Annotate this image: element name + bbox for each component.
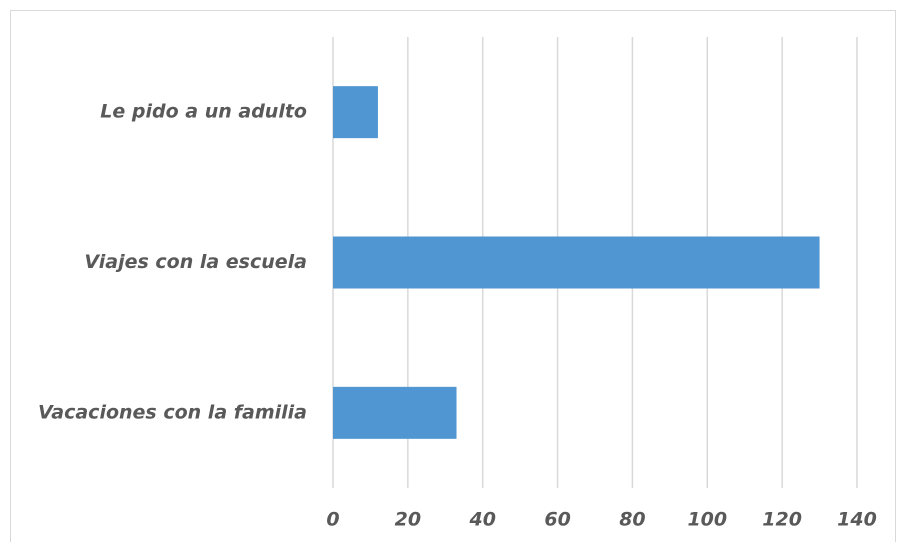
bar bbox=[333, 86, 378, 139]
x-tick-label: 60 bbox=[544, 509, 570, 531]
x-tick-label: 0 bbox=[326, 509, 339, 531]
x-tick-label: 120 bbox=[762, 509, 802, 531]
x-tick-label: 100 bbox=[687, 509, 727, 531]
y-tick-label: Le pido a un adulto bbox=[100, 101, 307, 123]
y-tick-label: Viajes con la escuela bbox=[84, 251, 307, 273]
x-tick-label: 20 bbox=[395, 509, 421, 531]
bar bbox=[333, 236, 820, 289]
x-tick-label: 140 bbox=[837, 509, 877, 531]
x-tick-label: 40 bbox=[468, 509, 495, 531]
chart-frame bbox=[10, 10, 896, 542]
x-tick-label: 80 bbox=[619, 509, 645, 531]
y-tick-label: Vacaciones con la familia bbox=[38, 401, 307, 423]
bar bbox=[333, 386, 457, 439]
